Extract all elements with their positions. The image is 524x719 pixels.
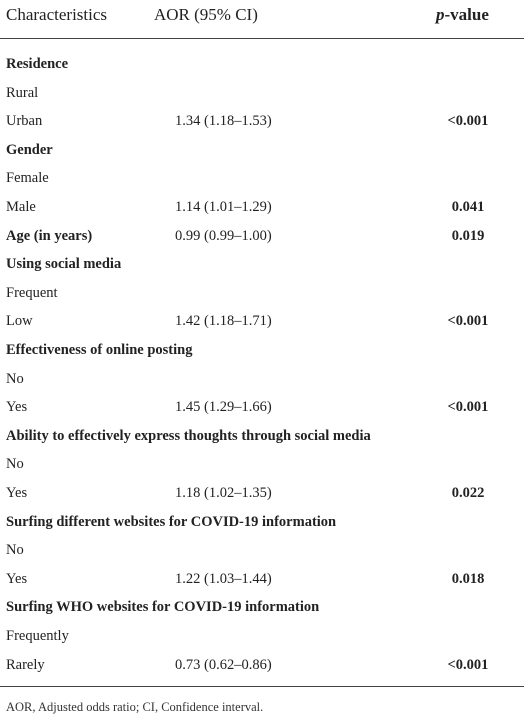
p-value: <0.001 xyxy=(447,656,489,673)
p-value: 0.018 xyxy=(451,570,485,587)
row-label: Yes xyxy=(6,570,28,587)
row-label: Low xyxy=(6,313,33,330)
row-label: Gender xyxy=(6,141,53,158)
p-value: 0.041 xyxy=(451,199,485,215)
header-rule xyxy=(0,38,524,39)
header-characteristics: Characteristics xyxy=(6,5,108,24)
row-label: No xyxy=(6,542,24,559)
row-label: Surfing different websites for COVID-19 … xyxy=(6,513,337,530)
row-label: Yes xyxy=(6,485,28,501)
aor-value: 1.22 (1.03–1.44) xyxy=(175,570,272,587)
header-p-rest: -value xyxy=(444,5,489,24)
header-p-value: p-value xyxy=(436,6,489,23)
row-label: Effectiveness of online posting xyxy=(6,342,193,358)
aor-value: 1.34 (1.18–1.53) xyxy=(175,113,272,130)
p-value: <0.001 xyxy=(447,313,489,330)
footnote: AOR, Adjusted odds ratio; CI, Confidence… xyxy=(6,700,264,714)
row-label: Male xyxy=(6,199,36,215)
row-label: Surfing WHO websites for COVID-19 inform… xyxy=(6,599,320,616)
row-label: Ability to effectively express thoughts … xyxy=(6,427,371,444)
p-value: <0.001 xyxy=(447,113,489,130)
row-label: Rural xyxy=(6,84,39,101)
row-label: No xyxy=(6,370,24,387)
aor-value: 0.99 (0.99–1.00) xyxy=(175,227,272,244)
aor-value: 1.42 (1.18–1.71) xyxy=(175,313,272,330)
header-p-italic: p xyxy=(436,5,445,24)
p-value: 0.022 xyxy=(451,485,485,501)
row-label: Rarely xyxy=(6,656,45,673)
row-label: No xyxy=(6,456,24,473)
row-label: Frequent xyxy=(6,284,58,301)
row-label: Urban xyxy=(6,113,43,130)
bottom-rule xyxy=(0,686,524,687)
row-label: Residence xyxy=(6,56,69,72)
aor-value: 1.45 (1.29–1.66) xyxy=(175,399,272,416)
header-aor: AOR (95% CI) xyxy=(154,5,258,24)
row-label: Frequently xyxy=(6,628,69,644)
row-label: Yes xyxy=(6,399,28,416)
aor-value: 1.18 (1.02–1.35) xyxy=(175,485,272,501)
row-label: Using social media xyxy=(6,256,122,273)
row-label: Age (in years) xyxy=(6,227,93,244)
aor-value: 1.14 (1.01–1.29) xyxy=(175,199,272,215)
p-value: 0.019 xyxy=(451,227,485,244)
p-value: <0.001 xyxy=(447,399,489,416)
aor-value: 0.73 (0.62–0.86) xyxy=(175,656,272,673)
row-label: Female xyxy=(6,170,49,187)
